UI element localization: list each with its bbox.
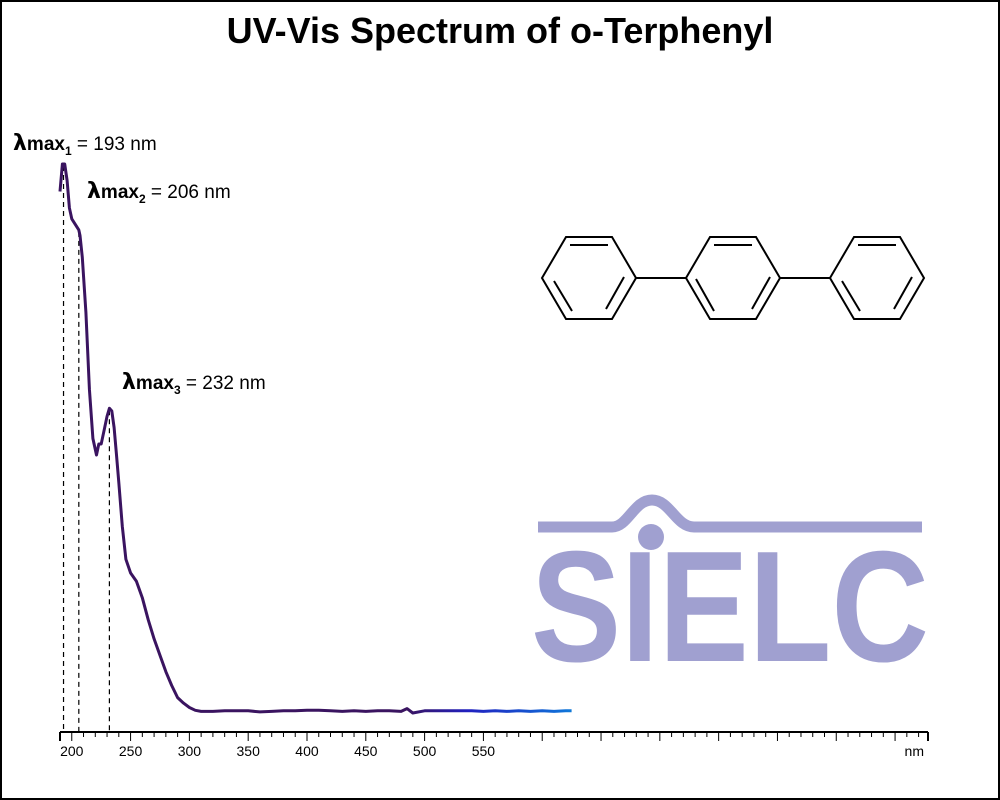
chart-title: UV-Vis Spectrum of o-Terphenyl bbox=[226, 10, 774, 51]
o-terphenyl-structure-diagram bbox=[540, 236, 926, 320]
x-tick-label: 500 bbox=[413, 743, 437, 759]
logo-i-dot bbox=[638, 524, 664, 550]
logo-swoosh bbox=[538, 494, 922, 533]
logo-text: SIELC bbox=[531, 519, 929, 695]
x-axis: 200 250 300 350 400 450 500 550 nm bbox=[59, 731, 929, 759]
peak-label: λmax3 = 232 nm bbox=[122, 370, 266, 397]
x-tick-label: 250 bbox=[119, 743, 143, 759]
x-tick-label: 300 bbox=[178, 743, 202, 759]
x-unit-label: nm bbox=[905, 743, 924, 759]
peak-annotations: λmax1 = 193 nm λmax2 = 206 nm λmax3 = 232 … bbox=[13, 131, 266, 732]
spectrum-line bbox=[58, 162, 572, 715]
x-tick-label: 550 bbox=[472, 743, 496, 759]
x-tick-label: 350 bbox=[237, 743, 261, 759]
peak-label: λmax1 = 193 nm bbox=[13, 131, 157, 158]
x-tick-label: 400 bbox=[295, 743, 319, 759]
x-tick-label: 200 bbox=[60, 743, 84, 759]
peak-label: λmax2 = 206 nm bbox=[87, 179, 231, 206]
x-tick-label: 450 bbox=[354, 743, 378, 759]
sielc-logo: SIELC bbox=[531, 494, 929, 695]
